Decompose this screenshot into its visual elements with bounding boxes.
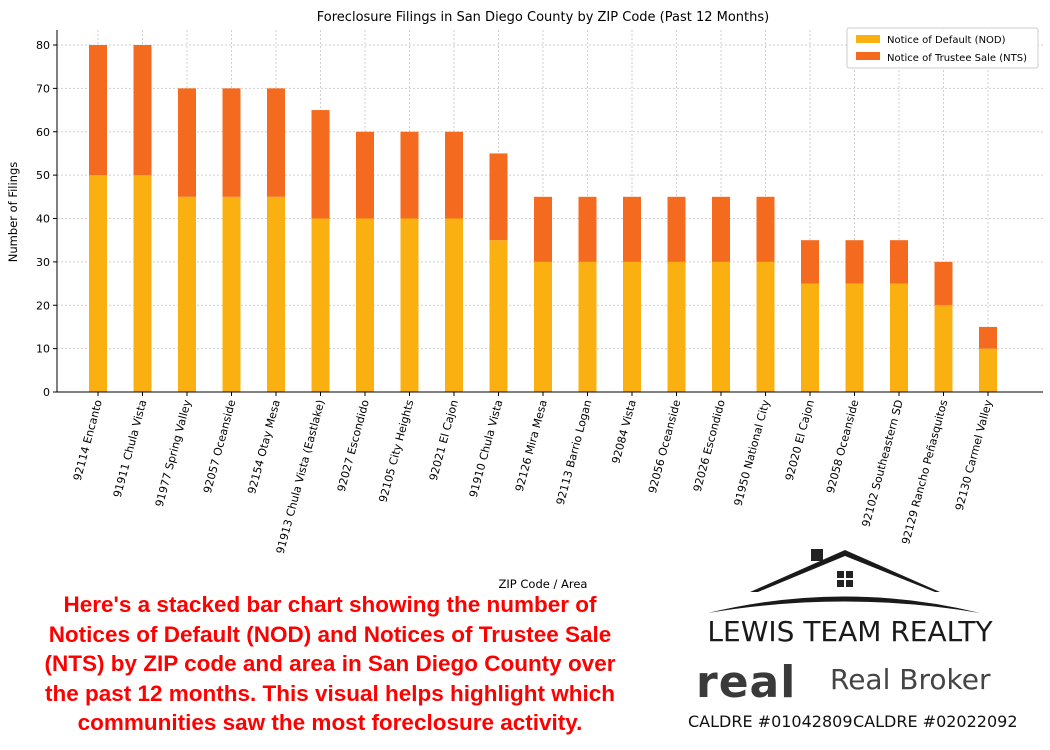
bar-nod: [890, 283, 908, 392]
license-number: CALDRE #02022092: [853, 712, 1018, 731]
legend-swatch-nts: [856, 52, 880, 60]
bar-nts: [756, 196, 775, 262]
x-tick-label: 92129 Rancho Peñasquitos: [899, 398, 950, 546]
bar-nod: [578, 261, 597, 392]
bar-nod: [667, 261, 686, 392]
y-tick-label: 20: [36, 299, 50, 312]
legend-label-nts: Notice of Trustee Sale (NTS): [887, 53, 1027, 64]
legend-swatch-nod: [856, 35, 880, 43]
legend-label-nod: Notice of Default (NOD): [887, 35, 1006, 46]
bar-nod: [489, 240, 508, 392]
x-tick-label: 91911 Chula Vista: [111, 398, 150, 498]
bar-nod: [934, 305, 953, 392]
caption-line: the past 12 months. This visual helps hi…: [44, 680, 616, 706]
x-tick-label: 91910 Chula Vista: [467, 398, 506, 498]
bar-nod: [979, 348, 997, 392]
bars: [89, 45, 997, 392]
x-tick-label: 92154 Otay Mesa: [245, 398, 283, 495]
x-tick-label: 92020 El Cajon: [783, 398, 817, 482]
bar-nod: [89, 175, 107, 392]
stacked-bar-chart: 0 10 20 30 40 50 60 70 80 92114 Encanto 91911 Chul…: [6, 10, 1043, 591]
x-tick-label: 92113 Barrio Logan: [554, 398, 595, 506]
bar-nts: [845, 240, 864, 284]
x-tick-label: 92114 Encanto: [71, 398, 105, 482]
x-tick-label: 92102 Southeastern SD: [859, 398, 905, 528]
bar-nts: [445, 131, 463, 219]
bar-nts: [400, 131, 419, 219]
bar-nod: [756, 261, 775, 392]
x-tick-label: 92130 Carmel Valley: [953, 398, 995, 512]
x-tick-label: 92058 Oceanside: [824, 398, 862, 495]
bar-nod: [356, 218, 374, 392]
x-tick-label: 92021 El Cajon: [427, 398, 461, 482]
bar-nts: [489, 153, 508, 241]
bar-nts: [578, 196, 597, 262]
y-tick-label: 0: [43, 386, 50, 399]
legend: Notice of Default (NOD) Notice of Truste…: [846, 27, 1039, 69]
bar-nod: [534, 261, 552, 392]
bar-nts: [712, 196, 730, 262]
bar-nts: [178, 88, 196, 197]
bar-nts: [89, 45, 107, 176]
house-roof-icon: [708, 549, 980, 613]
caption-line: communities saw the most foreclosure act…: [77, 710, 583, 735]
bar-nod: [623, 261, 641, 392]
bar-nod: [845, 283, 864, 392]
x-tick-label: 92084 Vista: [609, 398, 639, 465]
bar-nod: [445, 218, 463, 392]
caption-line: Notices of Default (NOD) and Notices of …: [48, 621, 612, 647]
bar-nts: [133, 45, 152, 176]
x-tick-label: 92105 City Heights: [376, 398, 416, 504]
bar-nts: [534, 196, 552, 262]
license-number: CALDRE #01042809: [688, 712, 853, 731]
caption-line: Here's a stacked bar chart showing the n…: [63, 592, 597, 617]
broker-name: Real Broker: [830, 663, 991, 696]
y-tick-label: 80: [36, 39, 50, 52]
bar-nod: [178, 196, 196, 392]
brand-name: LEWIS TEAM REALTY: [707, 615, 993, 648]
x-tick-label: 92026 Escondido: [691, 398, 728, 493]
bar-nts: [356, 131, 374, 219]
bar-nod: [311, 218, 330, 392]
bar-nod: [712, 261, 730, 392]
bar-nts: [267, 88, 285, 197]
brand-block: LEWIS TEAM REALTY real Real Broker CALDR…: [680, 540, 1020, 740]
x-axis-label: ZIP Code / Area: [499, 577, 588, 591]
x-tick-label: 91950 National City: [732, 398, 773, 507]
y-axis-label: Number of Filings: [6, 162, 20, 263]
y-tick-label: 40: [36, 213, 50, 226]
caption: Here's a stacked bar chart showing the n…: [10, 590, 650, 738]
y-tick-label: 70: [36, 82, 50, 95]
bar-nod: [133, 175, 152, 392]
bar-nts: [623, 196, 641, 262]
bar-nts: [801, 240, 819, 284]
caption-line: (NTS) by ZIP code and area in San Diego …: [44, 651, 616, 676]
bar-nod: [267, 196, 285, 392]
real-logo: real: [696, 657, 797, 708]
y-tick-label: 30: [36, 256, 50, 269]
bar-nts: [667, 196, 686, 262]
bar-nts: [979, 326, 997, 349]
y-tick-label: 10: [36, 343, 50, 356]
x-tick-label: 92056 Oceanside: [646, 398, 684, 495]
x-tick-label: 92027 Escondido: [335, 398, 372, 493]
chart-title: Foreclosure Filings in San Diego County …: [317, 10, 769, 25]
bar-nod: [222, 196, 241, 392]
bar-nod: [801, 283, 819, 392]
bar-nts: [311, 110, 330, 219]
x-tick-label: 91913 Chula Vista (Eastlake): [274, 398, 328, 555]
x-tick-label: 92126 Mira Mesa: [513, 398, 550, 493]
bar-nts: [890, 240, 908, 284]
y-tick-label: 60: [36, 126, 50, 139]
x-tick-label: 92057 Oceanside: [201, 398, 239, 495]
x-tick-label: 91977 Spring Valley: [153, 398, 194, 508]
bar-nts: [222, 88, 241, 197]
bar-nts: [934, 261, 953, 306]
bar-nod: [400, 218, 419, 392]
y-tick-label: 50: [36, 169, 50, 182]
